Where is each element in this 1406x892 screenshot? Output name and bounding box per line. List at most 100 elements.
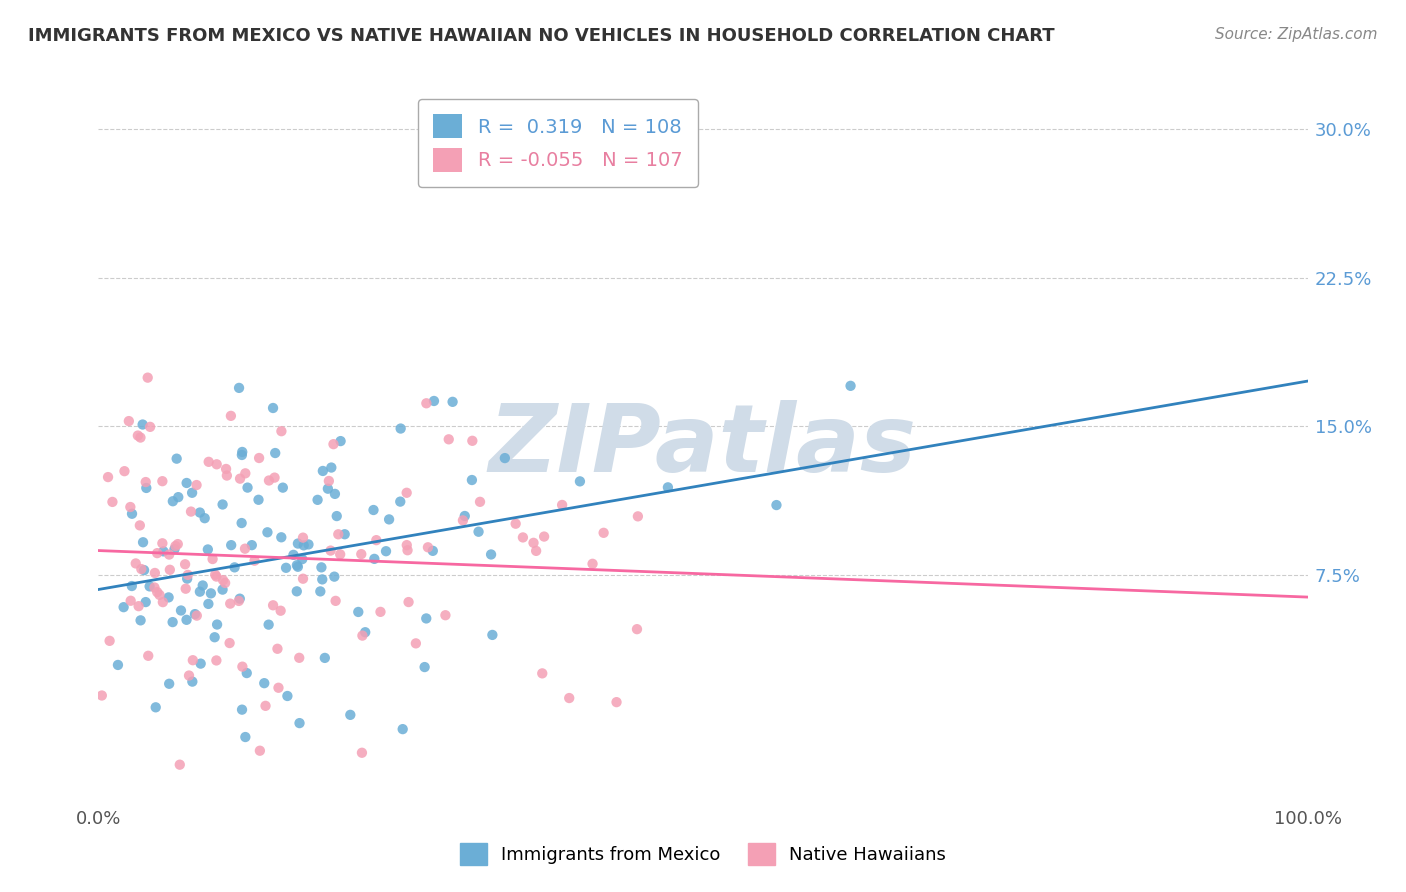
Point	[191, 578, 214, 592]
Point	[297, 537, 319, 551]
Point	[166, 537, 188, 551]
Point	[494, 451, 516, 466]
Point	[204, 630, 226, 644]
Point	[626, 622, 648, 636]
Point	[288, 650, 311, 665]
Point	[461, 473, 484, 487]
Point	[129, 613, 152, 627]
Point	[276, 689, 298, 703]
Point	[291, 552, 314, 566]
Point	[146, 585, 169, 599]
Point	[291, 531, 314, 545]
Point	[148, 588, 170, 602]
Point	[129, 431, 152, 445]
Point	[157, 591, 180, 605]
Point	[143, 581, 166, 595]
Point	[231, 516, 253, 530]
Point	[581, 557, 603, 571]
Point	[375, 544, 398, 558]
Point	[188, 506, 211, 520]
Point	[212, 573, 235, 587]
Point	[370, 605, 392, 619]
Point	[270, 530, 292, 544]
Point	[166, 451, 188, 466]
Point	[505, 516, 527, 531]
Point	[219, 409, 242, 423]
Point	[352, 629, 374, 643]
Legend: R =  0.319   N = 108, R = -0.055   N = 107: R = 0.319 N = 108, R = -0.055 N = 107	[418, 99, 699, 187]
Point	[120, 500, 142, 514]
Point	[146, 546, 169, 560]
Point	[219, 597, 242, 611]
Point	[125, 557, 148, 571]
Point	[132, 563, 155, 577]
Point	[190, 657, 212, 671]
Point	[214, 576, 236, 591]
Point	[253, 676, 276, 690]
Point	[285, 584, 308, 599]
Point	[283, 548, 305, 562]
Point	[240, 538, 263, 552]
Point	[249, 744, 271, 758]
Point	[454, 508, 477, 523]
Point	[120, 593, 142, 607]
Point	[186, 608, 208, 623]
Point	[218, 636, 240, 650]
Point	[307, 492, 329, 507]
Point	[219, 538, 242, 552]
Point	[247, 450, 270, 465]
Point	[270, 604, 292, 618]
Point	[169, 757, 191, 772]
Point	[434, 608, 457, 623]
Point	[181, 653, 204, 667]
Point	[765, 498, 787, 512]
Point	[254, 698, 277, 713]
Point	[287, 536, 309, 550]
Point	[128, 599, 150, 614]
Point	[131, 562, 153, 576]
Point	[461, 434, 484, 448]
Point	[118, 414, 141, 428]
Point	[479, 548, 502, 562]
Point	[211, 498, 233, 512]
Point	[323, 569, 346, 583]
Point	[211, 582, 233, 597]
Point	[391, 722, 413, 736]
Point	[437, 433, 460, 447]
Point	[568, 475, 591, 489]
Point	[378, 512, 401, 526]
Point	[347, 605, 370, 619]
Point	[256, 525, 278, 540]
Text: IMMIGRANTS FROM MEXICO VS NATIVE HAWAIIAN NO VEHICLES IN HOUSEHOLD CORRELATION C: IMMIGRANTS FROM MEXICO VS NATIVE HAWAIIA…	[28, 27, 1054, 45]
Point	[533, 530, 555, 544]
Point	[267, 681, 290, 695]
Point	[150, 474, 173, 488]
Point	[415, 611, 437, 625]
Point	[205, 653, 228, 667]
Point	[107, 657, 129, 672]
Point	[262, 401, 284, 415]
Point	[405, 636, 427, 650]
Point	[90, 689, 112, 703]
Point	[531, 666, 554, 681]
Point	[558, 691, 581, 706]
Point	[314, 651, 336, 665]
Point	[197, 455, 219, 469]
Point	[389, 421, 412, 435]
Point	[311, 573, 333, 587]
Point	[292, 572, 315, 586]
Point	[197, 597, 219, 611]
Point	[551, 498, 574, 512]
Point	[396, 543, 419, 558]
Point	[415, 396, 437, 410]
Point	[395, 538, 418, 552]
Point	[197, 542, 219, 557]
Point	[215, 468, 238, 483]
Legend: Immigrants from Mexico, Native Hawaiians: Immigrants from Mexico, Native Hawaiians	[451, 834, 955, 874]
Point	[157, 548, 180, 562]
Point	[176, 475, 198, 490]
Point	[398, 595, 420, 609]
Point	[201, 552, 224, 566]
Point	[266, 641, 288, 656]
Text: ZIPatlas: ZIPatlas	[489, 400, 917, 492]
